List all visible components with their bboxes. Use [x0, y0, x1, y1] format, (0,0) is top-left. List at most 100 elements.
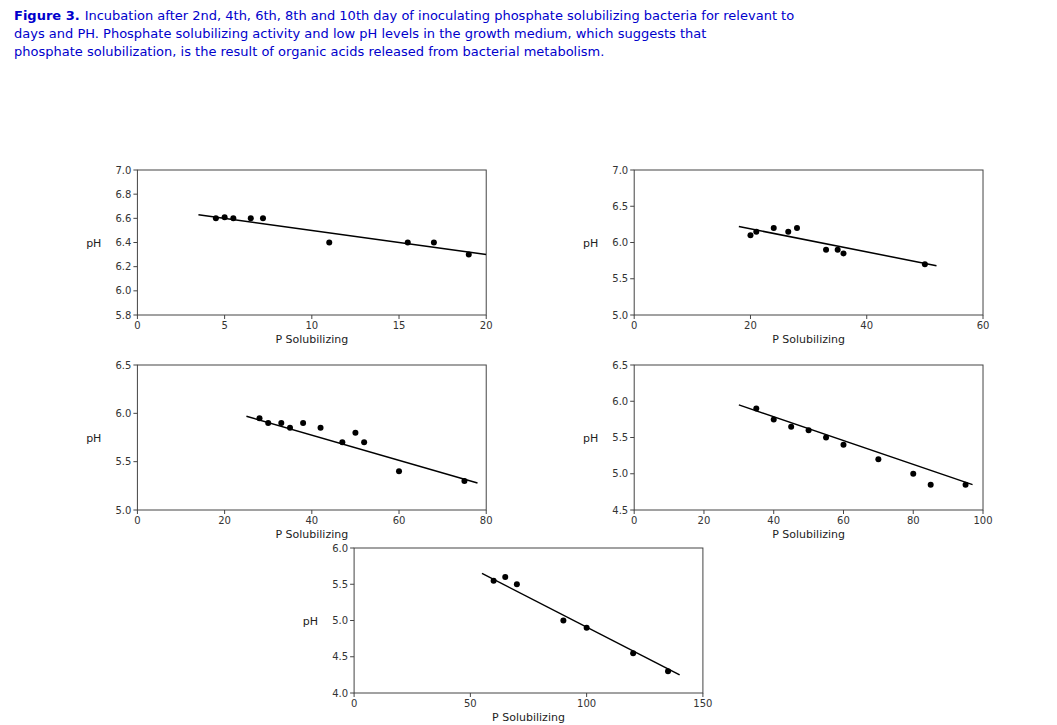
x-tick — [843, 510, 844, 514]
regression-line — [246, 416, 477, 483]
x-tick-label: 60 — [837, 515, 850, 526]
scatter-point — [326, 240, 332, 246]
y-tick-label: 6.5 — [612, 360, 628, 371]
x-tick-label: 40 — [305, 515, 318, 526]
scatter-point — [835, 247, 841, 253]
scatter-point — [230, 215, 236, 221]
y-tick-label: 7.0 — [116, 165, 132, 176]
scatter-point — [928, 482, 934, 488]
plot-area — [198, 214, 486, 257]
y-tick-label: 6.5 — [116, 360, 132, 371]
x-tick — [703, 510, 704, 514]
x-tick-label: 15 — [393, 320, 406, 331]
x-tick — [224, 510, 225, 514]
scatter-point — [256, 415, 262, 421]
y-tick-label: 5.0 — [612, 468, 628, 479]
x-tick — [486, 510, 487, 514]
y-tick-label: 5.0 — [332, 615, 348, 626]
scatter-point — [785, 229, 791, 235]
y-tick — [630, 437, 634, 438]
scatter-point — [265, 420, 271, 426]
scatter-point — [584, 625, 590, 631]
panel: 02040605.05.56.06.57.0P SolubilizingpH — [583, 165, 989, 347]
x-axis-label: P Solubilizing — [275, 333, 348, 346]
y-tick — [350, 693, 354, 694]
scatter-point — [502, 574, 508, 580]
y-tick — [133, 218, 137, 219]
y-tick — [133, 510, 137, 511]
scatter-point — [361, 439, 367, 445]
scatter-point — [514, 581, 520, 587]
x-tick — [634, 510, 635, 514]
caption-title: Figure 3. — [14, 8, 80, 23]
regression-line — [198, 215, 486, 255]
scatter-point — [794, 225, 800, 231]
y-tick-label: 6.0 — [116, 408, 132, 419]
regression-line — [739, 227, 937, 266]
scatter-point — [771, 225, 777, 231]
scatter-point — [466, 252, 472, 258]
panel: 0204060801004.55.05.56.06.5P Solubilizin… — [583, 360, 993, 542]
y-tick — [630, 170, 634, 171]
scatter-point — [788, 424, 794, 430]
y-tick-label: 5.8 — [116, 310, 132, 321]
plot-area — [739, 405, 973, 488]
x-tick — [634, 315, 635, 319]
scatter-point — [823, 435, 829, 441]
scatter-point — [753, 406, 759, 412]
y-tick — [630, 278, 634, 279]
scatter-point — [405, 240, 411, 246]
x-tick-label: 0 — [631, 320, 637, 331]
x-tick — [311, 510, 312, 514]
x-tick — [486, 315, 487, 319]
y-tick — [133, 266, 137, 267]
scatter-point — [396, 468, 402, 474]
scatter-point — [840, 250, 846, 256]
y-tick — [350, 584, 354, 585]
regression-line — [739, 405, 973, 485]
y-tick-label: 5.5 — [116, 456, 132, 467]
x-tick-label: 60 — [393, 515, 406, 526]
y-tick-label: 4.5 — [332, 651, 348, 662]
y-axis-label: pH — [303, 615, 318, 628]
x-tick-label: 20 — [744, 320, 757, 331]
y-tick — [350, 548, 354, 549]
x-tick-label: 150 — [693, 698, 712, 709]
x-tick-label: 40 — [860, 320, 873, 331]
scatter-point — [248, 215, 254, 221]
panel: 0204060805.05.56.06.5P SolubilizingpH — [86, 360, 492, 542]
x-tick — [586, 693, 587, 697]
y-tick — [133, 315, 137, 316]
x-tick — [913, 510, 914, 514]
x-tick — [470, 693, 471, 697]
y-tick-label: 6.5 — [612, 201, 628, 212]
scatter-point — [840, 442, 846, 448]
x-tick — [137, 510, 138, 514]
y-tick-label: 6.6 — [116, 213, 132, 224]
scatter-point — [300, 420, 306, 426]
plot-area — [246, 415, 477, 484]
plot-frame — [354, 548, 703, 693]
plot-area — [739, 225, 937, 267]
y-tick-label: 6.0 — [612, 237, 628, 248]
x-tick — [137, 315, 138, 319]
x-tick-label: 5 — [221, 320, 227, 331]
x-tick-label: 80 — [907, 515, 920, 526]
regression-line — [482, 573, 680, 675]
y-tick-label: 5.5 — [612, 432, 628, 443]
y-tick-label: 4.0 — [332, 688, 348, 699]
x-tick — [399, 510, 400, 514]
y-tick-label: 6.0 — [116, 285, 132, 296]
scatter-point — [318, 425, 324, 431]
scatter-point — [875, 456, 881, 462]
y-tick — [133, 365, 137, 366]
x-tick — [773, 510, 774, 514]
x-tick-label: 20 — [218, 515, 231, 526]
scatter-point — [431, 240, 437, 246]
x-tick — [750, 315, 751, 319]
plot-frame — [634, 365, 983, 510]
x-tick — [224, 315, 225, 319]
x-tick — [702, 693, 703, 697]
y-tick — [133, 290, 137, 291]
plot-frame — [634, 170, 983, 315]
